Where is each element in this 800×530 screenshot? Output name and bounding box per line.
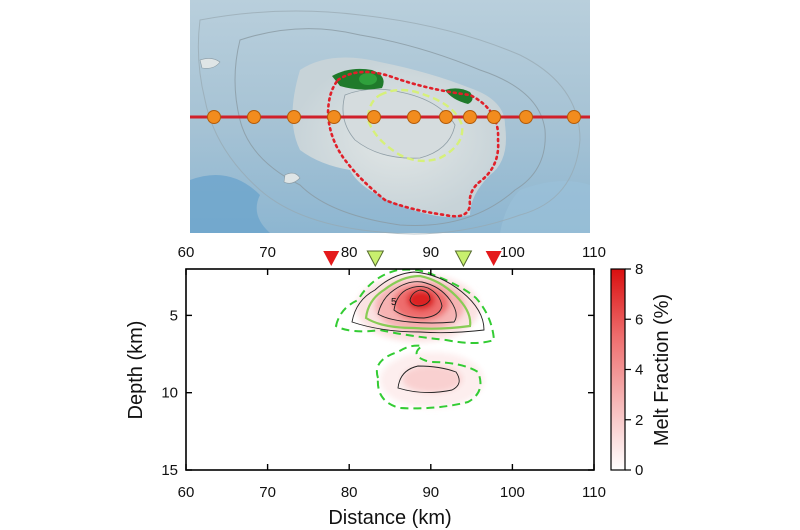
contour-label: 5	[391, 297, 397, 308]
y-tick-label: 10	[161, 385, 178, 402]
islet-east	[445, 88, 473, 104]
boundary-markers	[323, 250, 502, 268]
station-marker	[207, 110, 221, 124]
colorbar-label: Melt Fraction (%)	[651, 294, 673, 446]
cross-section-panel: 5 60 60 70 70 80 80 90 90 100 100 110 110 5 10 15 Dis…	[125, 244, 606, 529]
contour-inner	[393, 285, 443, 319]
contour-lower	[397, 365, 460, 393]
x-tick-label-bottom: 80	[341, 484, 358, 501]
inner-shoal	[342, 88, 456, 159]
islet-north-peak	[359, 73, 377, 85]
deep-water	[190, 175, 270, 233]
small-islet-2	[283, 172, 301, 184]
station-markers	[207, 110, 581, 124]
melt-mid-lower	[402, 365, 462, 393]
x-tick-label-bottom: 90	[422, 484, 439, 501]
station-marker	[567, 110, 581, 124]
x-tick-label-top: 100	[500, 244, 525, 261]
inner-outline	[366, 88, 464, 163]
contour-core	[409, 289, 431, 307]
boundary-marker	[454, 250, 473, 268]
station-marker	[367, 110, 381, 124]
x-tick-label-top: 60	[178, 244, 195, 261]
melt-peak-upper	[407, 290, 435, 310]
contours	[334, 268, 496, 410]
plot-frame	[185, 268, 595, 471]
shelf-outline-2	[197, 10, 581, 235]
y-tick-label: 5	[170, 307, 178, 324]
x-tick-label-bottom: 110	[582, 484, 606, 501]
boundary-marker	[485, 251, 502, 266]
contour-dashed-lower	[376, 344, 482, 410]
deep-water-2	[500, 181, 590, 233]
contour-outer	[351, 271, 485, 334]
x-axis: 60 60 70 70 80 80 90 90 100 100 110 110	[178, 244, 606, 501]
shelf-outline	[234, 28, 546, 227]
station-marker	[463, 110, 477, 124]
caldera-outline	[326, 70, 500, 218]
boundary-marker	[323, 251, 340, 266]
x-axis-label: Distance (km)	[328, 507, 451, 529]
station-marker	[487, 110, 501, 124]
x-tick-label-bottom: 70	[259, 484, 276, 501]
x-tick-label-bottom: 60	[178, 484, 195, 501]
boundary-marker	[366, 250, 385, 268]
contour-green	[364, 274, 472, 330]
colorbar-tick-label: 8	[635, 261, 643, 278]
x-tick-label-top: 80	[341, 244, 358, 261]
x-tick-label-top: 90	[422, 244, 439, 261]
contour-mid	[377, 281, 457, 324]
station-marker	[327, 110, 341, 124]
colorbar-ticks: 0 2 4 6 8	[625, 261, 643, 479]
y-axis-label: Depth (km)	[125, 321, 147, 420]
colorbar-bar	[610, 268, 626, 471]
station-marker	[287, 110, 301, 124]
x-tick-label-top: 70	[259, 244, 276, 261]
small-islet	[199, 58, 221, 69]
x-tick-label-bottom: 100	[500, 484, 525, 501]
station-marker	[407, 110, 421, 124]
contour-dashed-upper	[334, 268, 496, 344]
station-marker	[247, 110, 261, 124]
colorbar-tick-label: 4	[635, 362, 643, 379]
map-panel	[190, 0, 590, 235]
colorbar-tick-label: 0	[635, 462, 643, 479]
y-tick-label: 15	[161, 462, 178, 479]
colorbar: 0 2 4 6 8 Melt Fraction (%)	[610, 261, 673, 479]
station-marker	[439, 110, 453, 124]
colorbar-tick-label: 2	[635, 412, 643, 429]
station-marker	[519, 110, 533, 124]
y-axis: 5 10 15	[161, 307, 594, 479]
x-tick-label-top: 110	[582, 244, 606, 261]
colorbar-tick-label: 6	[635, 311, 643, 328]
